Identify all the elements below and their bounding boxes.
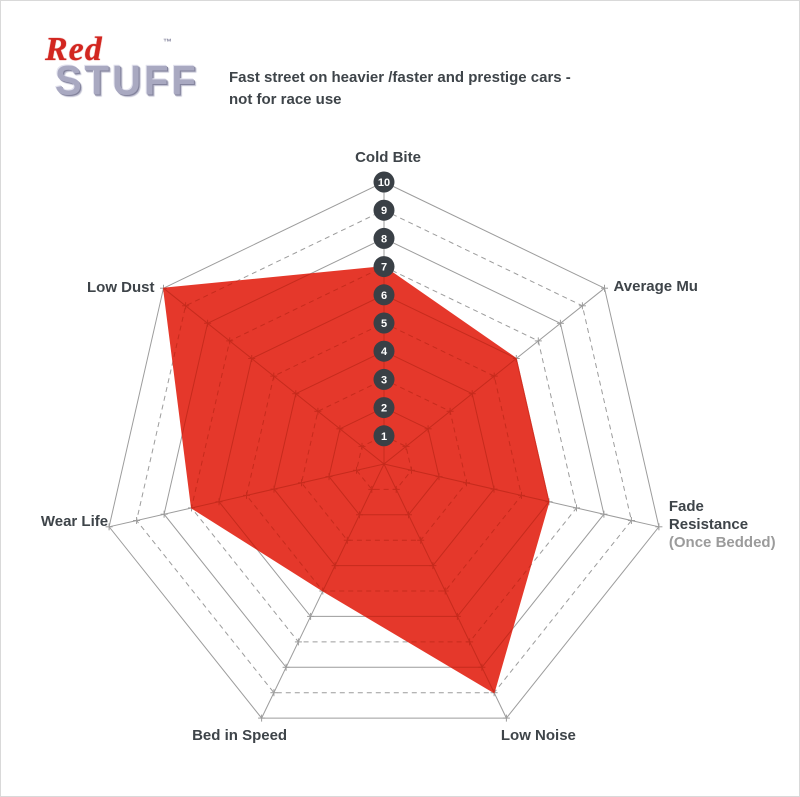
scale-badges: 1 2 3 4 5 6 7 8 9 10 xyxy=(373,171,395,447)
product-description: Fast street on heavier /faster and prest… xyxy=(229,67,669,111)
scale-badge-number: 5 xyxy=(381,318,387,330)
scale-badge-number: 4 xyxy=(381,346,388,358)
trademark-symbol: ™ xyxy=(163,37,172,47)
description-line-1: Fast street on heavier /faster and prest… xyxy=(229,69,571,86)
axis-label-wear-life: Wear Life xyxy=(41,513,108,530)
axis-label-cold-bite: Cold Bite xyxy=(355,149,421,166)
scale-badge-number: 8 xyxy=(381,233,387,245)
axis-label-fade-resistance-once-bedded: Fade Resistance (Once Bedded) xyxy=(669,498,776,551)
scale-badge xyxy=(373,227,395,249)
axis-label-low-dust: Low Dust xyxy=(87,279,155,296)
scale-badge xyxy=(373,340,395,362)
description-line-2: not for race use xyxy=(229,91,342,108)
redstuff-logo: Red ™ STUFF xyxy=(45,31,196,120)
scale-badge xyxy=(373,368,395,390)
axis-label-low-noise: Low Noise xyxy=(501,727,576,744)
logo-word-stuff: STUFF xyxy=(55,57,199,105)
axis-label-bed-in-speed: Bed in Speed xyxy=(192,727,287,744)
scale-badge xyxy=(373,199,395,221)
axis-labels: Cold Bite Average Mu Fade Resistance (Once B… xyxy=(41,149,776,744)
scale-badge-number: 7 xyxy=(381,262,387,274)
series-polygon xyxy=(162,266,550,694)
scale-badge-number: 9 xyxy=(381,205,387,217)
scale-badge xyxy=(373,397,395,419)
scale-badge-number: 2 xyxy=(381,403,387,415)
scale-badge-number: 6 xyxy=(381,290,387,302)
scale-badge-number: 3 xyxy=(381,374,387,386)
scale-badge-number: 1 xyxy=(381,431,387,443)
scale-badge xyxy=(373,312,395,334)
axis-label-average-mu: Average Mu xyxy=(614,278,698,295)
scale-badge xyxy=(373,171,395,193)
logo-word-red: Red xyxy=(45,31,103,68)
scale-badge-number: 10 xyxy=(378,177,390,189)
scale-badge xyxy=(373,256,395,278)
scale-badge xyxy=(373,425,395,447)
scale-badge xyxy=(373,284,395,306)
